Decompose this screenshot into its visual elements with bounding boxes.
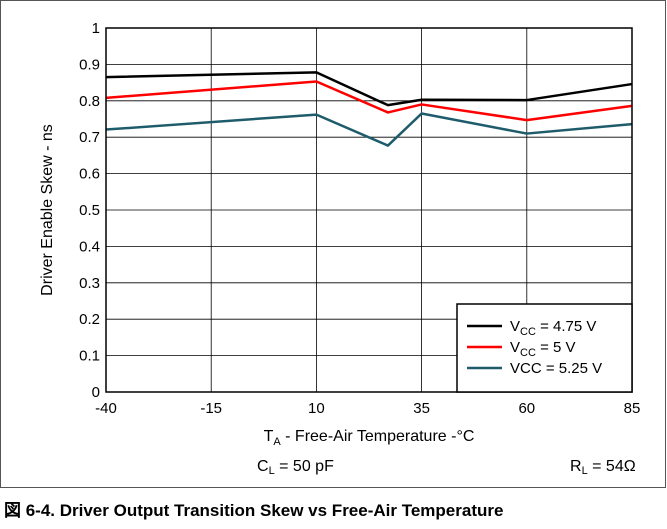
figure-caption: 図 6-4. Driver Output Transition Skew vs …	[4, 501, 504, 521]
x-tick-labels: -40 -15 10 35 60 85	[95, 400, 640, 417]
y-tick-label: 0.4	[79, 238, 100, 255]
legend-label-1: VCC = 4.75 V	[510, 318, 596, 338]
y-tick-label: 0.8	[79, 93, 100, 110]
y-tick-label: 0.2	[79, 311, 100, 328]
plot-border	[105, 27, 633, 393]
x-tick-label: 60	[518, 400, 535, 417]
y-tick-label: 0.1	[79, 348, 100, 365]
x-tick-label: -15	[200, 400, 222, 417]
y-tick-labels: 0 0.1 0.2 0.3 0.4 0.5 0.6 0.7 0.8 0.9 1	[79, 20, 100, 401]
x-axis-title: TA - Free-Air Temperature -°C	[264, 428, 475, 448]
figure-frame	[0, 0, 666, 488]
y-tick-label: 0.3	[79, 275, 100, 292]
series-line-3	[105, 112, 633, 147]
legend-label-3: VCC = 5.25 V	[510, 360, 602, 377]
chart: 0 0.1 0.2 0.3 0.4 0.5 0.6 0.7 0.8 0.9 1 -40 -15 10 35…	[39, 20, 640, 448]
load-capacitance-condition: CL = 50 pF	[257, 458, 334, 477]
y-tick-label: 1	[92, 20, 100, 37]
y-axis-title: Driver Enable Skew - ns	[39, 124, 56, 296]
x-tick-label: 35	[413, 400, 430, 417]
y-tick-label: 0.9	[79, 56, 100, 73]
y-tick-label: 0.5	[79, 202, 100, 219]
series-line-1	[105, 71, 633, 107]
load-resistance-condition: RL = 54Ω	[570, 458, 636, 477]
series-lines	[105, 71, 633, 147]
x-tick-label: 10	[308, 400, 325, 417]
y-tick-label: 0.6	[79, 166, 100, 183]
legend-label-2: VCC = 5 V	[510, 339, 576, 359]
y-tick-label: 0.7	[79, 129, 100, 146]
series-line-2	[105, 80, 633, 122]
y-tick-label: 0	[92, 384, 100, 401]
x-tick-label: 85	[624, 400, 641, 417]
x-tick-label: -40	[95, 400, 117, 417]
